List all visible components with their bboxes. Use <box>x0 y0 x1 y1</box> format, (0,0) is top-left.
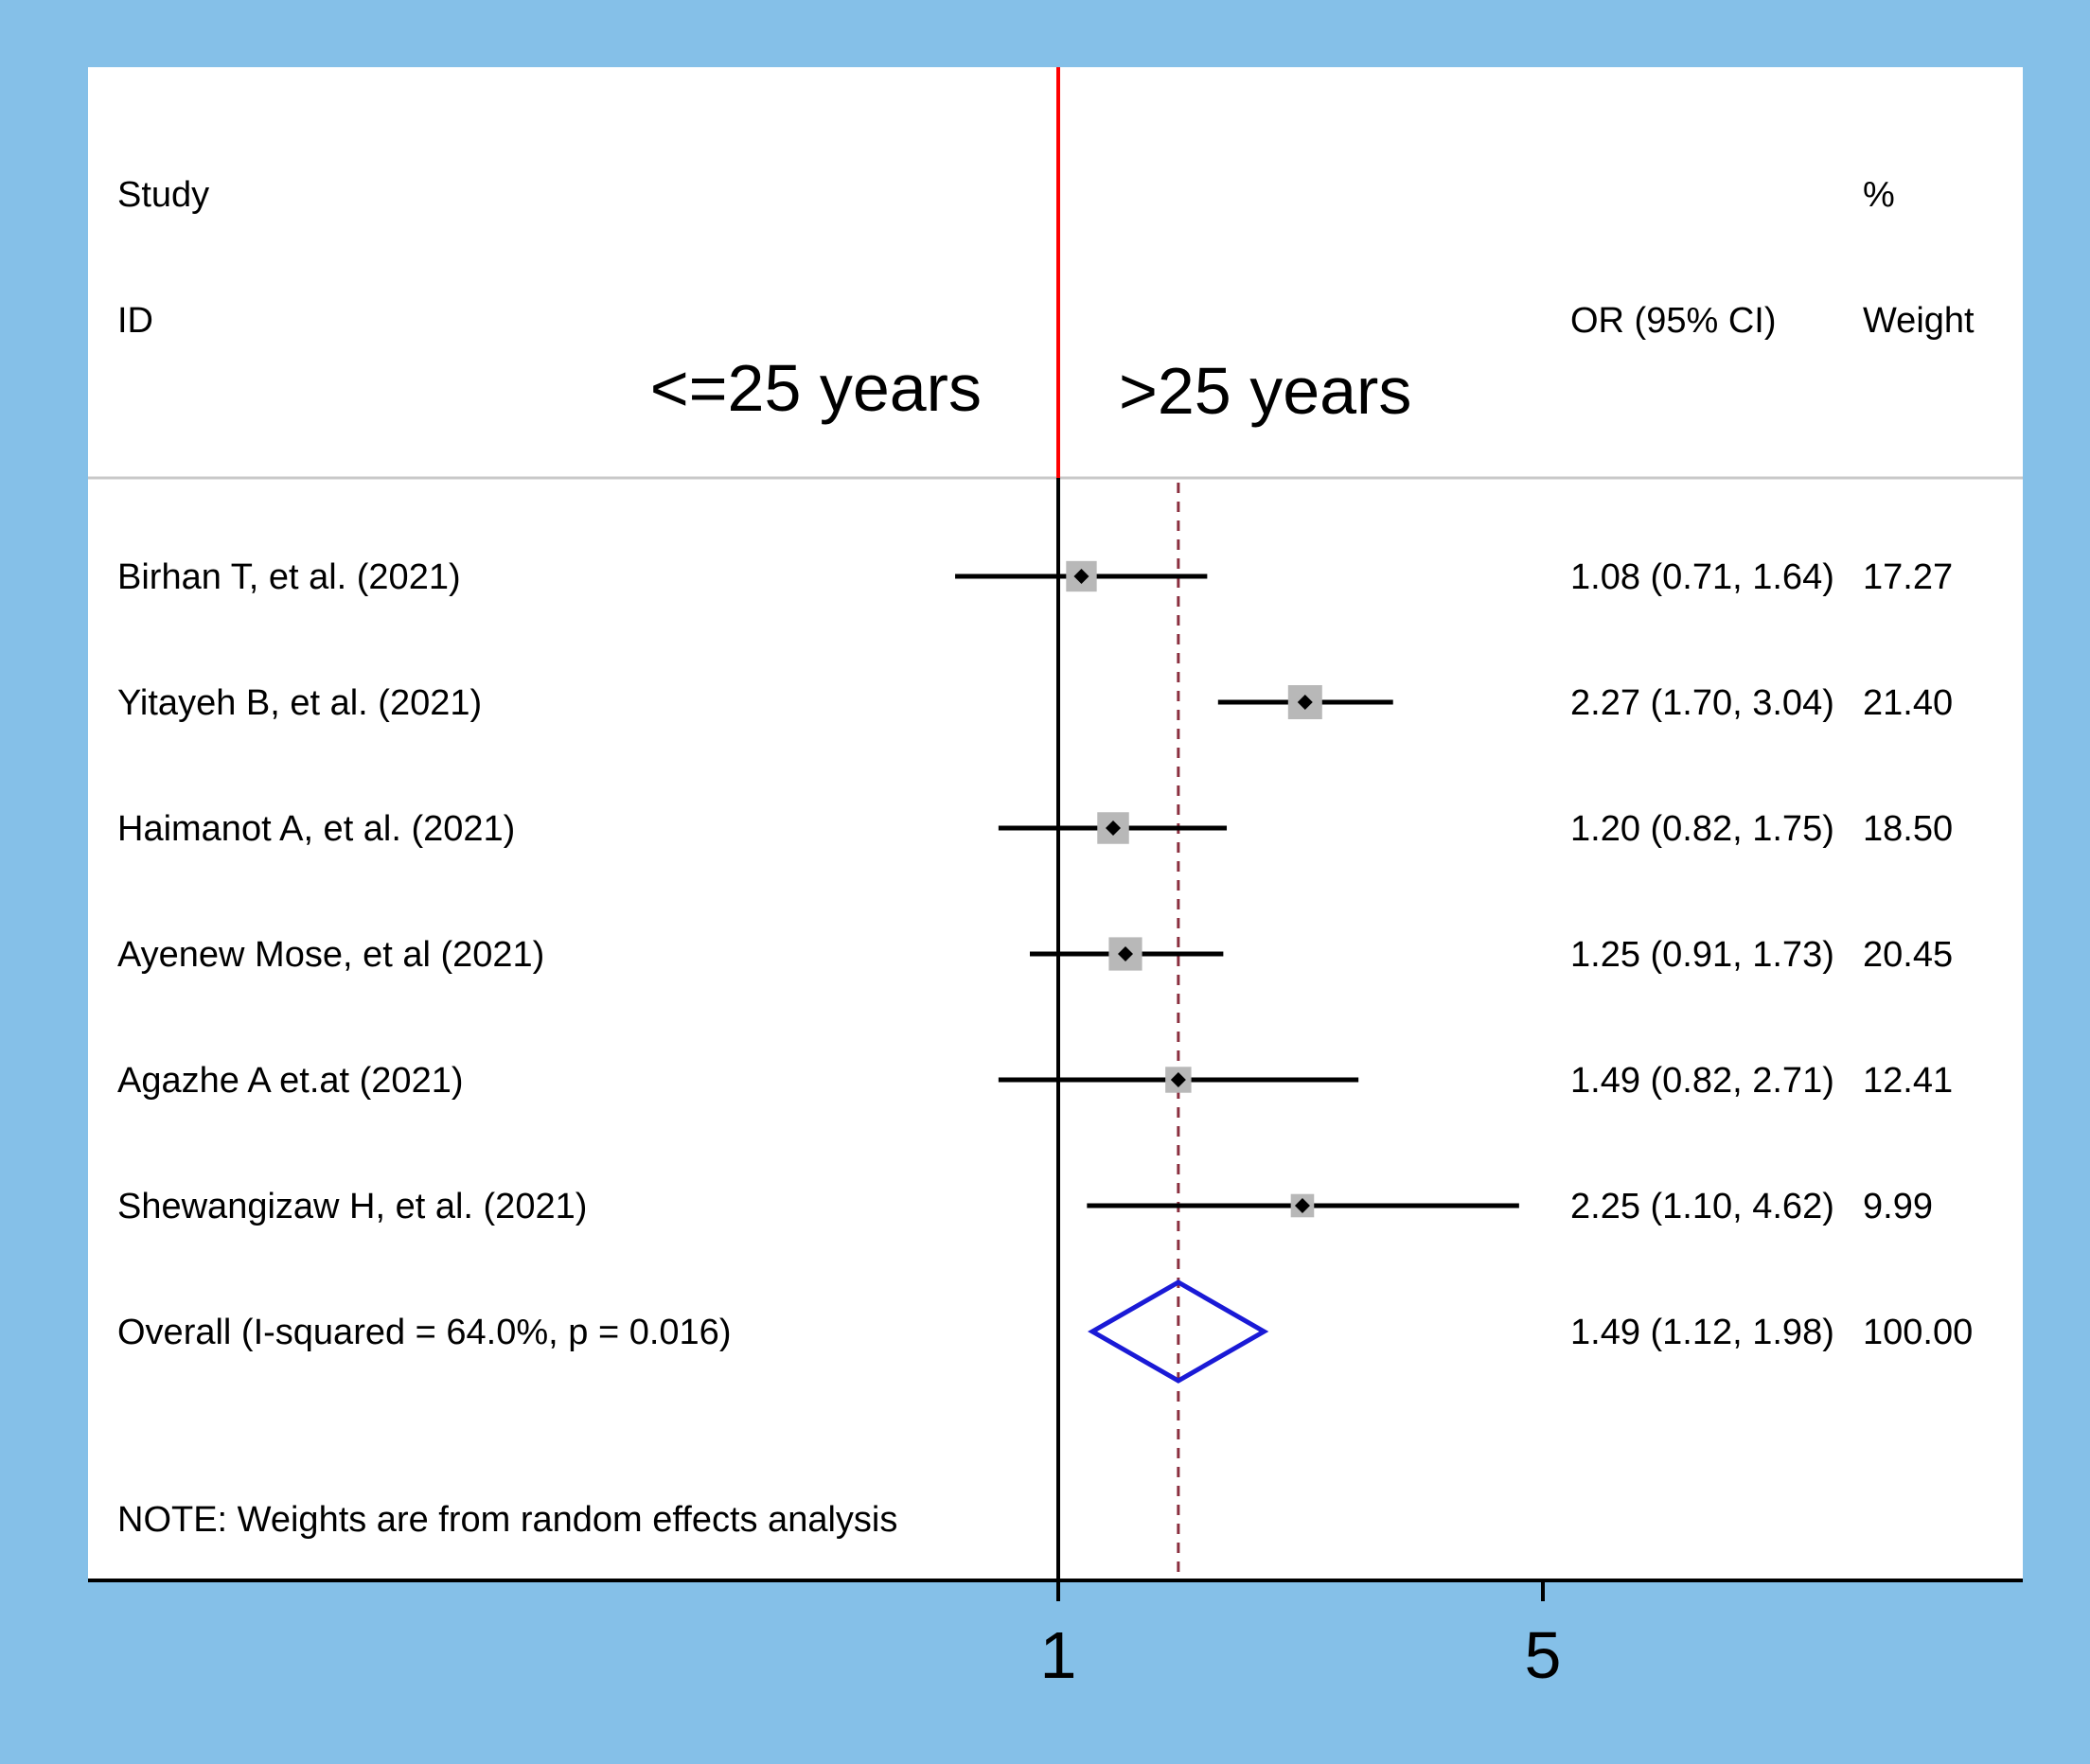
point-estimate <box>1117 946 1133 961</box>
weight-value: 20.45 <box>1863 935 1953 975</box>
or-ci-value: 1.49 (0.82, 2.71) <box>1570 1061 1834 1101</box>
plot-marks: Birhan T, et al. (2021) 1.08 (0.71, 1.64)… <box>88 67 2023 1692</box>
study-label: Haimanot A, et al. (2021) <box>117 809 515 849</box>
study-label: Yitayeh B, et al. (2021) <box>117 683 482 723</box>
overall-diamond <box>1088 1279 1269 1384</box>
study-label: Agazhe A et.at (2021) <box>117 1061 464 1101</box>
weight-value: 18.50 <box>1863 809 1953 849</box>
x-tick-label: 5 <box>1525 1618 1562 1692</box>
study-label: Shewangizaw H, et al. (2021) <box>117 1187 587 1226</box>
header-id: ID <box>117 301 153 341</box>
point-estimate <box>1106 820 1122 836</box>
point-estimate <box>1294 1198 1310 1213</box>
header-percent: % <box>1863 175 1895 215</box>
header-or-ci: OR (95% CI) <box>1570 301 1776 341</box>
or-ci-value: 1.25 (0.91, 1.73) <box>1570 935 1834 975</box>
overall-weight-value: 100.00 <box>1863 1313 1973 1352</box>
header-weight: Weight <box>1863 301 1975 341</box>
weight-value: 17.27 <box>1863 557 1953 597</box>
or-ci-value: 2.25 (1.10, 4.62) <box>1570 1187 1834 1226</box>
footnote: NOTE: Weights are from random effects an… <box>117 1500 897 1540</box>
right-region-label: >25 years <box>1119 354 1411 428</box>
plot-panel <box>88 67 2023 1580</box>
point-estimate <box>1073 569 1089 584</box>
study-label: Birhan T, et al. (2021) <box>117 557 461 597</box>
weight-value: 21.40 <box>1863 683 1953 723</box>
overall-label: Overall (I-squared = 64.0%, p = 0.016) <box>117 1313 731 1352</box>
weight-value: 12.41 <box>1863 1061 1953 1101</box>
point-estimate <box>1297 695 1313 710</box>
overall-or-ci-value: 1.49 (1.12, 1.98) <box>1570 1313 1834 1352</box>
header-study: Study <box>117 175 209 215</box>
or-ci-value: 2.27 (1.70, 3.04) <box>1570 683 1834 723</box>
left-region-label: <=25 years <box>650 351 982 425</box>
study-label: Ayenew Mose, et al (2021) <box>117 935 544 975</box>
x-tick-label: 1 <box>1040 1618 1077 1692</box>
weight-value: 9.99 <box>1863 1187 1933 1226</box>
point-estimate <box>1170 1072 1186 1087</box>
or-ci-value: 1.08 (0.71, 1.64) <box>1570 557 1834 597</box>
or-ci-value: 1.20 (0.82, 1.75) <box>1570 809 1834 849</box>
